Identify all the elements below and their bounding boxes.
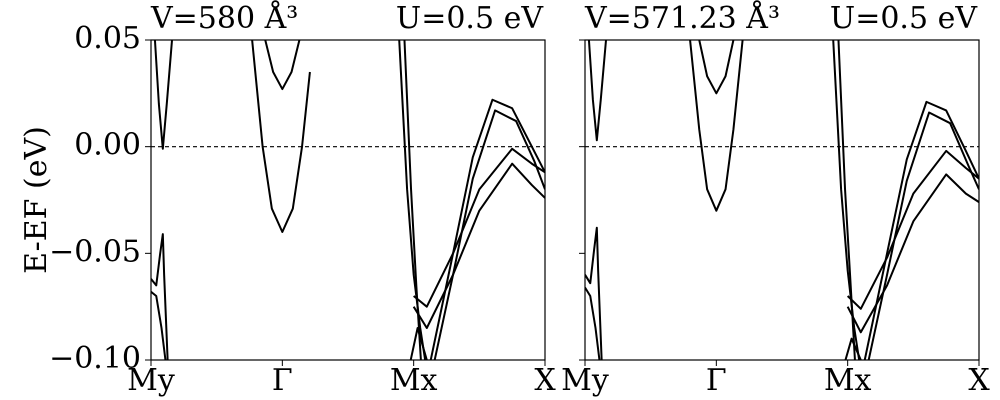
plot-frame — [584, 39, 980, 361]
band-line — [844, 337, 863, 360]
x-tick-label: My — [127, 363, 175, 398]
band-line — [587, 40, 608, 142]
y-tick-label: −0.05 — [49, 234, 141, 269]
band-line — [153, 40, 174, 150]
band-line — [429, 98, 545, 360]
panel-title: V=571.23 Å³ — [584, 0, 780, 36]
band-line — [151, 290, 167, 360]
y-axis-label: E-EF (eV) — [19, 126, 54, 274]
band-line — [412, 162, 545, 329]
y-tick-label: −0.10 — [49, 341, 141, 376]
band-line — [867, 111, 979, 360]
band-line — [251, 40, 311, 233]
band-line — [837, 40, 856, 360]
plot-frame — [150, 39, 546, 361]
panel-title: V=580 Å³ — [150, 0, 298, 36]
band-line — [846, 149, 979, 310]
band-line — [832, 40, 861, 360]
band-line — [413, 147, 545, 308]
x-tick-label: My — [561, 363, 609, 398]
x-tick-label: Mx — [390, 363, 438, 398]
band-line — [585, 226, 603, 360]
band-line — [409, 327, 429, 360]
band-line — [151, 233, 169, 360]
panel-annotation: U=0.5 eV — [830, 1, 978, 36]
x-tick-label: X — [968, 363, 990, 398]
x-tick-label: Γ — [272, 363, 293, 398]
band-line — [698, 40, 735, 95]
band-line — [433, 109, 545, 360]
band-line — [689, 40, 744, 212]
band-line — [863, 100, 979, 360]
x-tick-label: Γ — [706, 363, 727, 398]
x-tick-label: X — [534, 363, 556, 398]
y-tick-label: 0.00 — [74, 128, 141, 163]
band-line — [264, 40, 301, 91]
band-line — [403, 40, 422, 360]
y-tick-label: 0.05 — [74, 21, 141, 56]
band-line — [846, 173, 979, 334]
x-tick-label: Mx — [824, 363, 872, 398]
band-line — [585, 286, 601, 360]
panel-annotation: U=0.5 eV — [396, 1, 544, 36]
